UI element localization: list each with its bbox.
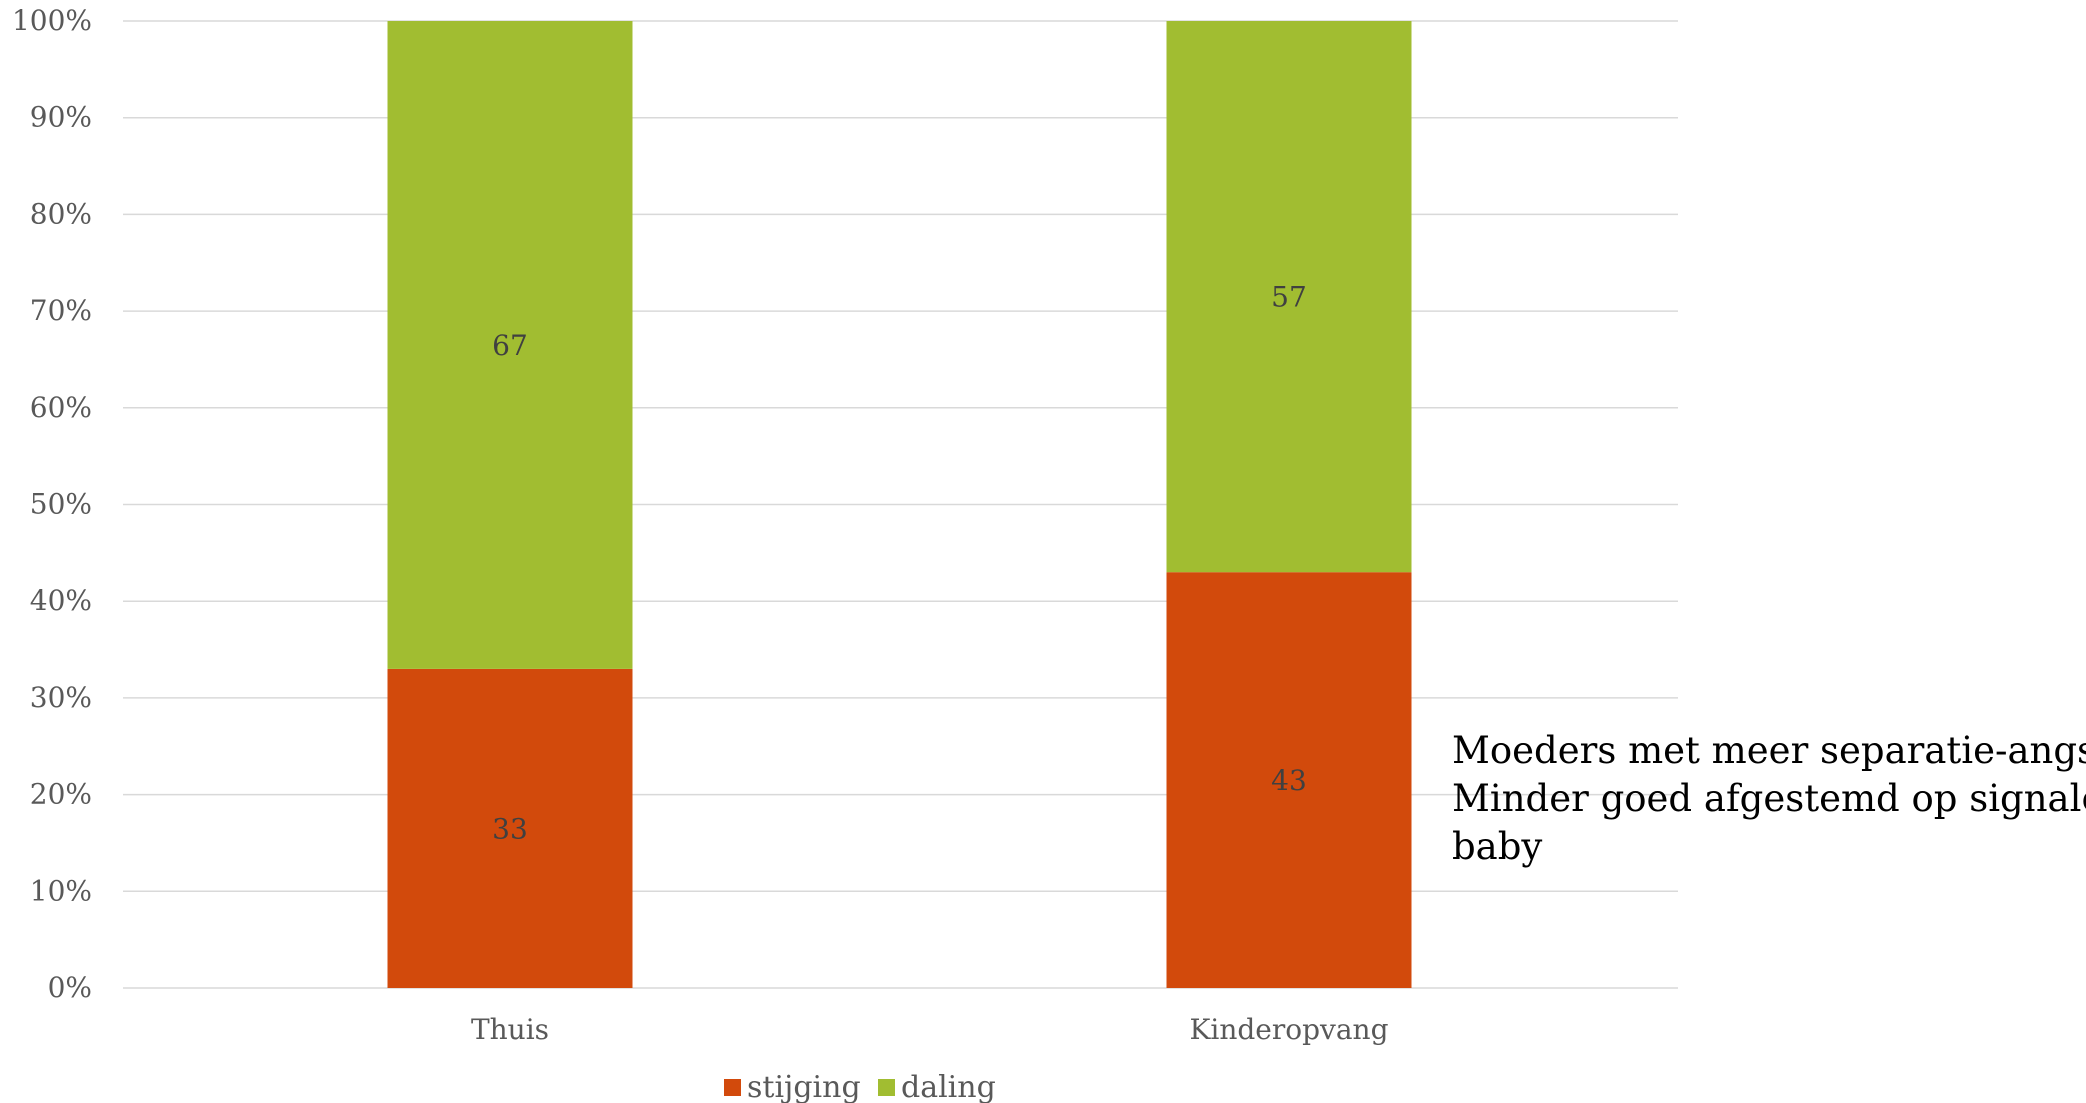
- data-label: 67: [492, 329, 528, 362]
- y-tick-label: 60%: [30, 391, 92, 424]
- y-tick-label: 10%: [30, 874, 92, 907]
- data-label: 43: [1271, 764, 1307, 797]
- bar-segment-stijging: [1166, 572, 1412, 988]
- legend-label: daling: [901, 1070, 996, 1103]
- y-tick-label: 20%: [30, 778, 92, 811]
- bar-segment-daling: [1166, 21, 1412, 573]
- data-labels: 33 67 43 57: [492, 281, 1307, 846]
- legend-swatch-stijging: [724, 1079, 741, 1096]
- bars: [387, 21, 1412, 988]
- y-tick-label: 90%: [30, 101, 92, 134]
- y-tick-label: 80%: [30, 197, 92, 230]
- legend: stijging daling: [724, 1070, 996, 1103]
- y-tick-label: 30%: [30, 681, 92, 714]
- bar-segment-stijging: [387, 668, 633, 988]
- y-axis-ticks: 0% 10% 20% 30% 40% 50% 60% 70% 80% 90% 100%: [12, 4, 92, 1004]
- data-label: 33: [492, 812, 528, 845]
- y-tick-label: 70%: [30, 294, 92, 327]
- y-tick-label: 100%: [12, 4, 92, 37]
- legend-label: stijging: [747, 1070, 861, 1103]
- annotation-text: Moeders met meer separatie-angst Minder …: [1452, 727, 2086, 871]
- x-axis-categories: Thuis Kinderopvang: [471, 1013, 1389, 1046]
- annotation-line: Minder goed afgestemd op signalen: [1452, 777, 2086, 820]
- data-label: 57: [1271, 281, 1307, 314]
- annotation-line: Moeders met meer separatie-angst: [1452, 729, 2086, 772]
- x-tick-label: Kinderopvang: [1189, 1013, 1388, 1046]
- y-tick-label: 0%: [48, 971, 92, 1004]
- legend-swatch-daling: [878, 1079, 895, 1096]
- annotation-line: baby: [1452, 825, 1543, 868]
- gridlines: [123, 20, 1678, 989]
- x-tick-label: Thuis: [471, 1013, 549, 1046]
- bar-segment-daling: [387, 21, 633, 669]
- y-tick-label: 50%: [30, 488, 92, 521]
- y-tick-label: 40%: [30, 584, 92, 617]
